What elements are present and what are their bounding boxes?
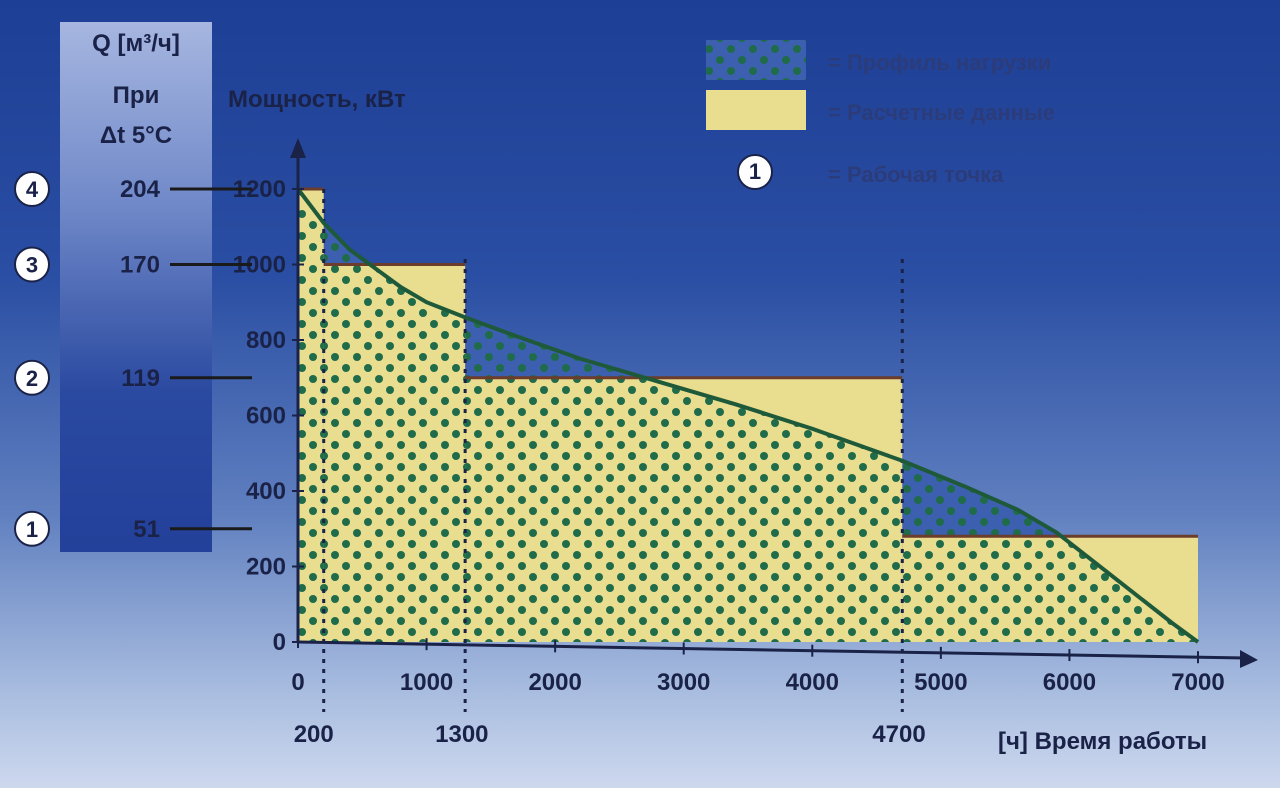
x-tick-label-7000: 7000 bbox=[1171, 669, 1224, 696]
x-axis-line bbox=[297, 640, 1246, 660]
breakpoint-label-4700: 4700 bbox=[872, 721, 925, 748]
x-tick-label-6000: 6000 bbox=[1043, 669, 1096, 696]
legend-point-symbol: 1 bbox=[737, 154, 773, 190]
operating-point-q-51: 51 bbox=[133, 516, 160, 543]
operating-point-q-204: 204 bbox=[120, 176, 161, 203]
profile-dots-1 bbox=[323, 264, 466, 642]
profile-curve bbox=[296, 187, 1200, 644]
operating-point-q-119: 119 bbox=[121, 365, 160, 392]
operating-point-number-4: 4 bbox=[26, 177, 39, 202]
y-tick-label-600: 600 bbox=[246, 403, 286, 430]
x-tick-label-4000: 4000 bbox=[786, 669, 839, 696]
legend-point-label: = Рабочая точка bbox=[828, 162, 1004, 187]
legend-profile-label: = Профиль нагрузки bbox=[828, 50, 1052, 75]
x-tick-label-2000: 2000 bbox=[528, 669, 581, 696]
operating-point-circle-4 bbox=[14, 171, 50, 207]
x-tick-label-1000: 1000 bbox=[400, 669, 453, 696]
y-tick-label-800: 800 bbox=[246, 327, 286, 354]
legend-design-swatch bbox=[706, 90, 806, 130]
y-tick-label-0: 0 bbox=[273, 629, 286, 656]
operating-point-number-3: 3 bbox=[26, 253, 38, 278]
x-tick-label-5000: 5000 bbox=[914, 669, 967, 696]
operating-point-circle-2 bbox=[14, 359, 50, 396]
breakpoint-label-200: 200 bbox=[294, 721, 334, 748]
q-axis-title-line-2: При bbox=[112, 82, 160, 109]
q-axis-title-line-1: Q [м³/ч] bbox=[92, 30, 180, 57]
y-axis-arrow bbox=[290, 138, 306, 158]
x-axis-arrow bbox=[1240, 650, 1258, 668]
legend-design-label: = Расчетные данные bbox=[828, 100, 1055, 125]
breakpoint-label-1300: 1300 bbox=[435, 721, 488, 748]
y-tick-label-200: 200 bbox=[246, 554, 286, 581]
x-tick-label-0: 0 bbox=[291, 669, 304, 696]
x-axis-label: [ч] Время работы bbox=[998, 728, 1208, 755]
operating-point-circle-1 bbox=[14, 510, 50, 547]
operating-point-number-2: 2 bbox=[26, 366, 38, 391]
q-axis-panel bbox=[60, 22, 212, 552]
operating-point-circle-3 bbox=[14, 246, 50, 283]
profile-dots-group bbox=[298, 189, 1198, 642]
legend-profile-swatch bbox=[706, 40, 806, 80]
y-tick-label-400: 400 bbox=[246, 478, 286, 505]
operating-point-number-1: 1 bbox=[26, 517, 38, 542]
q-axis-title-line-3: Δt 5°C bbox=[99, 122, 173, 149]
x-tick-label-3000: 3000 bbox=[657, 669, 710, 696]
operating-point-q-170: 170 bbox=[120, 252, 160, 279]
y-axis-label: Мощность, кВт bbox=[228, 86, 406, 113]
